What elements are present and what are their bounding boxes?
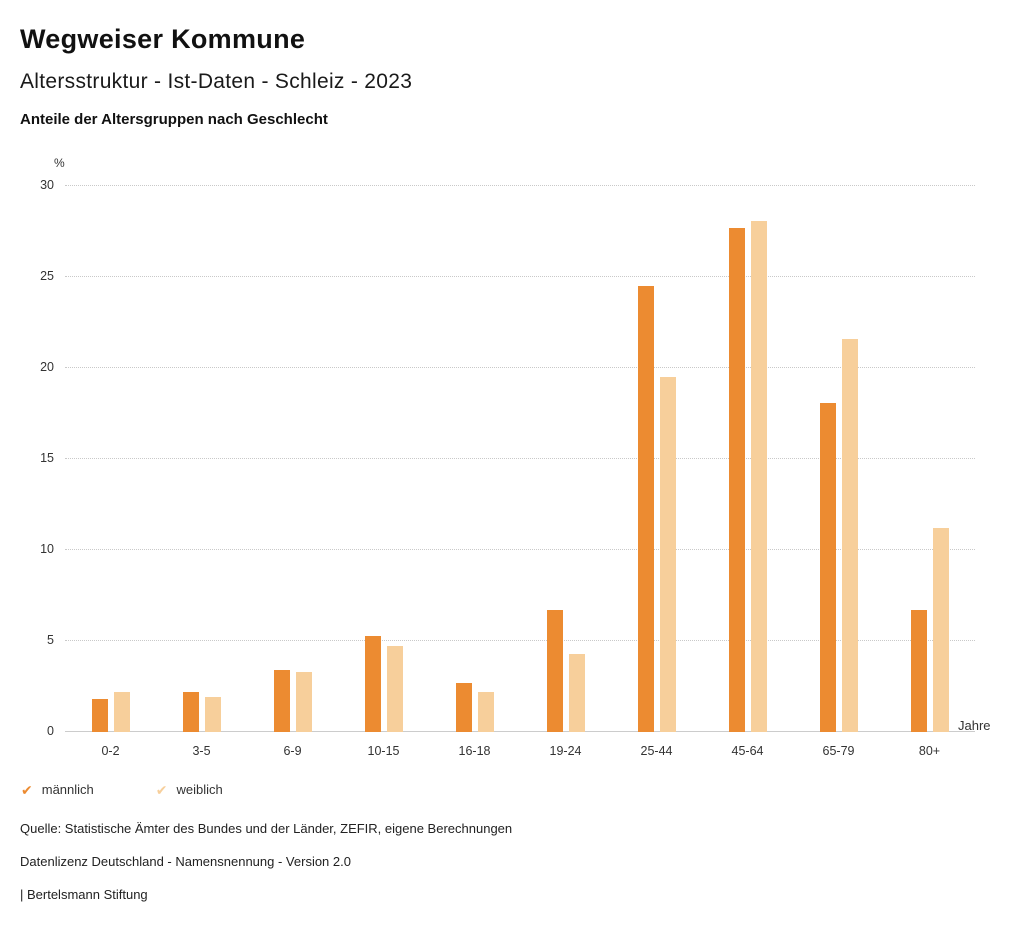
bar-weiblich-25-44	[659, 377, 676, 732]
y-tick-5: 5	[47, 633, 54, 647]
bar-männlich-25-44	[637, 286, 654, 732]
bar-männlich-10-15	[364, 635, 381, 732]
source-note: Quelle: Statistische Ämter des Bundes un…	[20, 821, 513, 836]
x-axis-unit-label: Jahre	[958, 718, 991, 733]
bar-group-19-24	[520, 186, 611, 732]
bar-männlich-65-79	[819, 402, 836, 732]
check-icon: ✔	[21, 781, 33, 798]
x-axis-labels: 0-2 3-5 6-9 10-15 16-18 19-24 25-44 45-64 65-79 8…	[65, 744, 975, 758]
y-tick-10: 10	[40, 542, 54, 556]
bar-weiblich-3-5	[204, 697, 221, 732]
gridline-20	[65, 367, 975, 368]
bar-männlich-6-9	[273, 670, 290, 732]
y-tick-0: 0	[47, 724, 54, 738]
bar-weiblich-0-2	[113, 691, 130, 732]
gridline-15	[65, 458, 975, 459]
bar-group-16-18	[429, 186, 520, 732]
bar-weiblich-16-18	[477, 691, 494, 732]
bar-männlich-16-18	[455, 682, 472, 732]
x-tick-25-44: 25-44	[640, 744, 673, 758]
x-tick-80+: 80+	[918, 744, 941, 758]
bar-männlich-19-24	[546, 610, 563, 732]
bar-group-80+	[884, 186, 975, 732]
legend-label: weiblich	[176, 782, 223, 797]
bar-weiblich-19-24	[568, 653, 585, 732]
footer: Quelle: Statistische Ämter des Bundes un…	[20, 821, 1004, 902]
legend-item-weiblich[interactable]: ✔ weiblich	[156, 782, 223, 797]
bar-group-3-5	[156, 186, 247, 732]
bar-weiblich-10-15	[386, 646, 403, 732]
bar-männlich-45-64	[728, 227, 745, 732]
y-tick-20: 20	[40, 360, 54, 374]
bar-männlich-3-5	[182, 691, 199, 732]
legend-label: männlich	[41, 782, 94, 797]
x-tick-10-15: 10-15	[367, 744, 400, 758]
bar-männlich-80+	[910, 610, 927, 732]
chart-subtitle: Altersstruktur - Ist-Daten - Schleiz - 2…	[20, 70, 413, 93]
bar-weiblich-65-79	[841, 338, 858, 732]
legend-item-männlich[interactable]: ✔ männlich	[21, 782, 94, 797]
y-axis-unit-label: %	[54, 156, 65, 170]
gridline-10	[65, 549, 975, 550]
y-tick-30: 30	[40, 178, 54, 192]
bar-männlich-0-2	[91, 699, 108, 732]
x-tick-19-24: 19-24	[549, 744, 582, 758]
plot-area	[65, 185, 975, 732]
gridline-5	[65, 640, 975, 641]
bar-weiblich-45-64	[750, 220, 767, 732]
bar-group-65-79	[793, 186, 884, 732]
attribution-note: | Bertelsmann Stiftung	[20, 887, 148, 902]
gridline-25	[65, 276, 975, 277]
bar-group-0-2	[65, 186, 156, 732]
y-tick-25: 25	[40, 269, 54, 283]
age-structure-bar-chart: % 0-2 3-5 6-9 10-15 16-18 19-24 25-44 45-64 65-7…	[20, 156, 1012, 768]
y-tick-15: 15	[40, 451, 54, 465]
bar-groups	[65, 186, 975, 732]
bar-group-10-15	[338, 186, 429, 732]
gridline-0	[65, 731, 975, 732]
x-tick-0-2: 0-2	[101, 744, 120, 758]
x-tick-65-79: 65-79	[822, 744, 855, 758]
x-tick-3-5: 3-5	[192, 744, 211, 758]
chart-caption: Anteile der Altersgruppen nach Geschlech…	[20, 111, 328, 128]
x-tick-6-9: 6-9	[283, 744, 302, 758]
bar-group-6-9	[247, 186, 338, 732]
check-icon: ✔	[155, 781, 168, 798]
bar-weiblich-6-9	[295, 671, 312, 732]
x-tick-16-18: 16-18	[458, 744, 491, 758]
bar-weiblich-80+	[932, 528, 949, 732]
chart-legend: ✔ männlich ✔ weiblich	[20, 782, 1004, 797]
page-title: Wegweiser Kommune	[20, 24, 306, 54]
gridline-30	[65, 185, 975, 186]
bar-group-45-64	[702, 186, 793, 732]
x-tick-45-64: 45-64	[731, 744, 764, 758]
license-note: Datenlizenz Deutschland - Namensnennung …	[20, 854, 351, 869]
bar-group-25-44	[611, 186, 702, 732]
